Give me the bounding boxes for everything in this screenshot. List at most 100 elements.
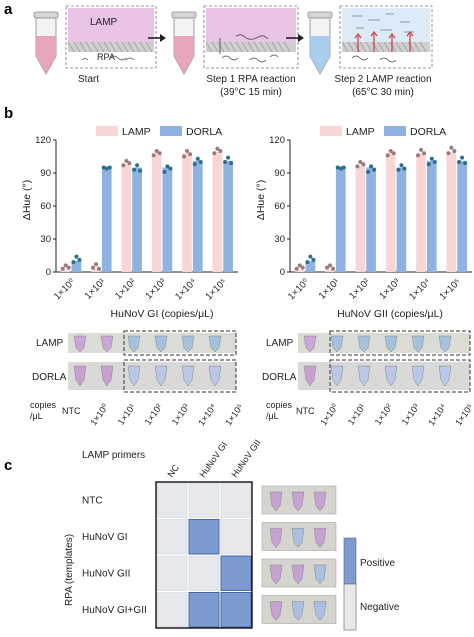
- legend-swatch-lamp: [320, 126, 342, 136]
- lamp-tube-icon: [357, 335, 371, 353]
- copies-tick-label: 1×10⁰: [88, 402, 110, 428]
- legend-negative-label: Negative: [360, 602, 400, 613]
- data-point: [446, 151, 451, 156]
- photo-strip-dorla: [68, 362, 236, 390]
- tube-step2-icon: [307, 11, 333, 75]
- data-point: [66, 265, 71, 270]
- data-point: [192, 162, 197, 167]
- y-tick-label: 30: [274, 234, 285, 245]
- heatmap-cell-negative: [156, 592, 188, 628]
- lamp-tube-icon: [303, 335, 317, 353]
- data-point: [422, 151, 427, 156]
- photo-tube-icon: [291, 564, 305, 585]
- step1-title: Step 1 RPA reaction: [206, 74, 295, 85]
- arrow-right-icon: [148, 34, 166, 42]
- bar-dorla: [101, 167, 112, 272]
- data-point: [399, 163, 404, 168]
- copies-tick-label: 1×10³: [170, 402, 192, 427]
- bar-dorla: [71, 261, 82, 272]
- data-point: [426, 162, 431, 167]
- bar-lamp: [91, 268, 101, 272]
- bar-lamp: [325, 269, 335, 272]
- y-tick-label: 60: [40, 201, 51, 212]
- legend-swatch-lamp: [96, 126, 118, 136]
- x-tick-label: 1×10²: [113, 277, 138, 302]
- chart-hunov-gii-marks: 0 30 60 90 120 1×10⁰ 1×10¹ 1×10² 1×10³ 1×10⁴ 1×10⁵: [269, 135, 472, 302]
- photo-tube-icon: [269, 491, 283, 512]
- heatmap-row-label: NTC: [82, 495, 103, 506]
- bar-lamp: [212, 152, 223, 272]
- chart-hunov-gi: 0 30 60 90 120 1×10⁰ 1×10¹ 1×10² 1×10³ 1×10⁴ 1×10⁵…: [21, 126, 238, 320]
- legend-label-lamp: LAMP: [122, 126, 151, 138]
- heatmap-cell-positive: [188, 519, 220, 555]
- copies-tick-label: 1×10⁰: [318, 402, 340, 428]
- data-point: [212, 151, 217, 156]
- photo-tube-icon: [269, 528, 283, 548]
- copies-label: copies: [266, 400, 293, 410]
- data-point: [429, 156, 434, 161]
- x-tick-label: 1×10⁵: [437, 277, 463, 303]
- copies-tick-label: 1×10⁵: [453, 402, 474, 428]
- y-tick-label: 120: [269, 135, 285, 146]
- legend-negative-swatch: [343, 583, 357, 631]
- heatmap-column-label: HuNoV GI: [197, 440, 229, 479]
- data-point: [71, 260, 76, 265]
- bar-lamp: [151, 153, 162, 272]
- photo-tube-icon: [291, 528, 305, 548]
- lamp-tube-icon: [154, 335, 168, 353]
- data-point: [294, 266, 299, 271]
- legend-positive-swatch: [343, 537, 357, 585]
- dorla-tube-icon: [181, 365, 195, 387]
- ntc-label: NTC: [62, 406, 81, 416]
- data-point: [297, 263, 302, 268]
- data-point: [101, 165, 106, 170]
- dorla-tube-icon: [357, 365, 371, 387]
- data-point: [168, 166, 173, 171]
- chart-hunov-gi-xlabel: HuNoV GI (copies/μL): [111, 308, 214, 320]
- data-point: [449, 145, 454, 150]
- lamp-tube-icon: [438, 335, 452, 353]
- copies-unit-label: /μL: [266, 411, 279, 421]
- data-point: [226, 155, 231, 160]
- copies-tick-label: 1×10³: [400, 402, 422, 427]
- data-point: [385, 153, 390, 158]
- data-point: [416, 153, 421, 158]
- bar-lamp: [182, 153, 192, 272]
- dorla-tube-icon: [303, 365, 317, 387]
- chart-hunov-gi-legend: LAMP DORLA: [96, 126, 222, 138]
- tube-photos-gi: LAMP DORLA copies /μL NTC 1×10⁰ 1×10¹ 1×10…: [30, 330, 245, 428]
- data-point: [151, 153, 156, 158]
- bar-dorla: [305, 261, 316, 272]
- data-point: [127, 161, 132, 166]
- data-point: [198, 160, 203, 164]
- x-tick-label: 1×10⁵: [203, 277, 229, 303]
- tube-step1-icon: [171, 11, 197, 75]
- data-point: [331, 266, 336, 271]
- y-tick-label: 0: [46, 267, 51, 278]
- row-label-dorla: DORLA: [32, 372, 67, 383]
- positive-box: [123, 330, 237, 356]
- x-tick-label: 1×10⁰: [286, 276, 312, 302]
- copies-tick-label: 1×10¹: [346, 402, 368, 427]
- heatmap-column-label: NC: [165, 462, 181, 479]
- positive-box: [329, 330, 471, 356]
- heatmap-legend: Positive Negative: [343, 537, 400, 631]
- data-point: [452, 149, 457, 153]
- bar-dorla: [335, 167, 346, 272]
- rpa-layer-label: RPA: [97, 52, 115, 62]
- panel-c-letter: c: [4, 457, 12, 474]
- copies-tick-label: 1×10²: [373, 402, 395, 427]
- dorla-tube-icon: [438, 365, 452, 387]
- step2-title: Step 2 LAMP reaction: [334, 74, 431, 85]
- data-point: [135, 163, 140, 168]
- photo-tube-icon: [291, 491, 305, 512]
- data-point: [396, 167, 401, 172]
- data-point: [97, 266, 102, 271]
- tube-start-icon: [33, 11, 59, 75]
- step2-subtitle: (65°C 30 min): [352, 87, 414, 98]
- panel-a: a LAMP RPA Start Step 1 RPA re: [4, 1, 433, 98]
- bar-dorla: [396, 167, 407, 272]
- chart-hunov-gii-legend: LAMP DORLA: [320, 126, 446, 138]
- data-point: [182, 154, 187, 159]
- copies-tick-label: 1×10⁴: [426, 402, 448, 428]
